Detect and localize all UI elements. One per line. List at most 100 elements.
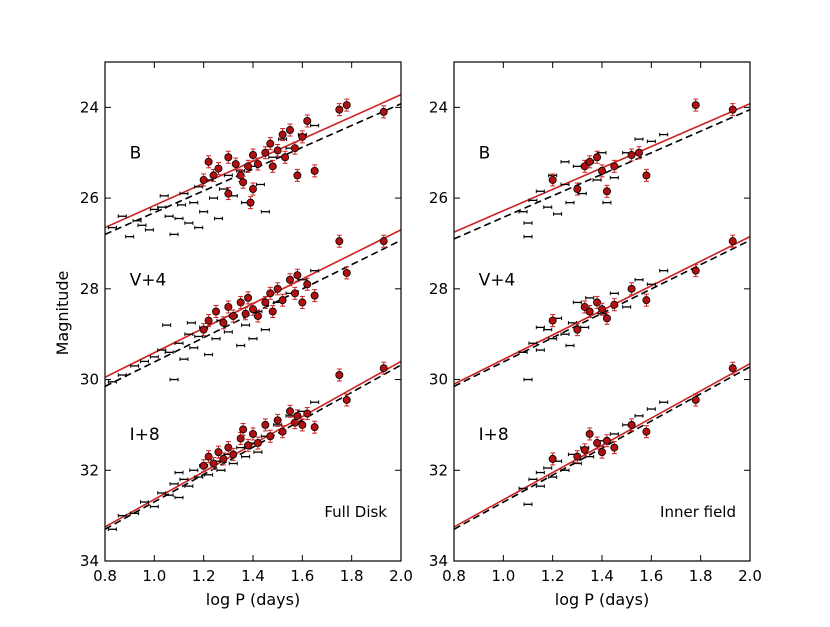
data-point — [518, 350, 528, 355]
data-point — [535, 189, 545, 194]
data-point — [211, 305, 220, 318]
data-point — [535, 348, 545, 352]
data-point — [255, 182, 265, 187]
data-point — [593, 150, 602, 164]
data-point — [335, 234, 344, 248]
band-label-i-8: I+8 — [479, 425, 509, 445]
data-point — [194, 475, 204, 479]
data-point — [659, 268, 669, 273]
data-point — [231, 157, 240, 171]
data-point — [169, 482, 179, 486]
data-point — [285, 123, 294, 137]
band-label-b: B — [479, 144, 491, 164]
data-point — [204, 314, 213, 328]
data-point — [184, 332, 194, 336]
y-tick-label: 28 — [80, 280, 99, 298]
y-tick-label: 26 — [80, 189, 99, 207]
x-tick-label: 2.0 — [389, 567, 413, 585]
data-point — [268, 159, 277, 173]
data-point — [598, 302, 607, 316]
data-point — [107, 225, 117, 230]
data-point — [204, 352, 214, 357]
data-point — [518, 486, 528, 491]
data-point — [174, 216, 184, 221]
data-point — [266, 286, 275, 300]
data-point — [174, 341, 184, 346]
band-label-i-8: I+8 — [130, 425, 160, 445]
x-tick-label: 0.8 — [93, 567, 117, 585]
data-point — [246, 196, 255, 210]
data-point — [548, 336, 558, 341]
data-point — [548, 475, 558, 479]
data-point — [379, 361, 388, 375]
data-point — [224, 300, 233, 314]
data-point — [548, 314, 557, 328]
data-point — [523, 377, 533, 382]
data-point — [204, 155, 213, 169]
data-point — [691, 393, 700, 407]
data-point — [236, 343, 246, 348]
data-point — [592, 178, 602, 182]
x-tick-label: 1.8 — [689, 567, 713, 585]
data-point — [602, 434, 611, 448]
data-point — [634, 414, 644, 418]
data-point — [593, 436, 602, 450]
data-point — [164, 350, 174, 355]
data-point — [523, 502, 533, 507]
data-point — [229, 447, 238, 461]
data-point — [303, 407, 312, 421]
x-tick-label: 1.2 — [541, 567, 565, 585]
data-point — [229, 309, 238, 323]
data-point — [228, 461, 238, 466]
x-tick-label: 1.6 — [290, 567, 314, 585]
data-point — [211, 336, 221, 341]
b-red-points — [199, 98, 388, 210]
data-point — [216, 468, 226, 473]
data-point — [560, 182, 570, 187]
data-point — [580, 443, 589, 457]
panel-inner-field: 0.8 1.0 1.2 1.4 1.6 1.8 2.0 24 26 28 30 32 34 B V+4 I+8… — [429, 61, 762, 609]
data-point — [278, 425, 287, 439]
data-point — [379, 234, 388, 248]
x-tick-label: 1.2 — [192, 567, 216, 585]
y-tick-label: 26 — [429, 189, 448, 207]
data-point — [223, 173, 233, 178]
y-tick-label: 34 — [80, 552, 99, 570]
data-point — [565, 343, 575, 348]
v-4-red-points — [548, 234, 737, 337]
data-point — [310, 268, 320, 273]
data-point — [728, 361, 737, 375]
data-point — [169, 232, 179, 237]
b-reference-line — [454, 108, 750, 240]
data-point — [162, 323, 172, 327]
data-point — [266, 137, 275, 151]
data-point — [224, 441, 233, 455]
data-point — [310, 123, 320, 128]
data-point — [293, 168, 302, 182]
i-8-fit-line — [105, 360, 401, 528]
data-point — [248, 148, 257, 162]
data-point — [189, 468, 199, 473]
data-point — [528, 341, 538, 346]
data-point — [609, 432, 619, 436]
data-point — [580, 300, 589, 314]
data-point — [634, 137, 644, 141]
b-red-points — [548, 98, 737, 198]
data-point — [144, 228, 154, 232]
data-point — [157, 348, 167, 352]
y-tick-label: 24 — [429, 98, 448, 116]
data-point — [691, 264, 700, 278]
data-point — [523, 234, 533, 239]
band-label-v-4: V+4 — [130, 271, 167, 291]
data-point — [642, 293, 651, 307]
data-point — [572, 461, 582, 466]
data-point — [174, 495, 184, 500]
data-point — [179, 191, 189, 196]
data-point — [199, 323, 208, 337]
data-point — [609, 175, 619, 180]
data-point — [248, 427, 257, 441]
data-point — [179, 477, 189, 482]
data-point — [223, 330, 233, 334]
data-point — [518, 209, 528, 214]
data-point — [169, 377, 179, 382]
